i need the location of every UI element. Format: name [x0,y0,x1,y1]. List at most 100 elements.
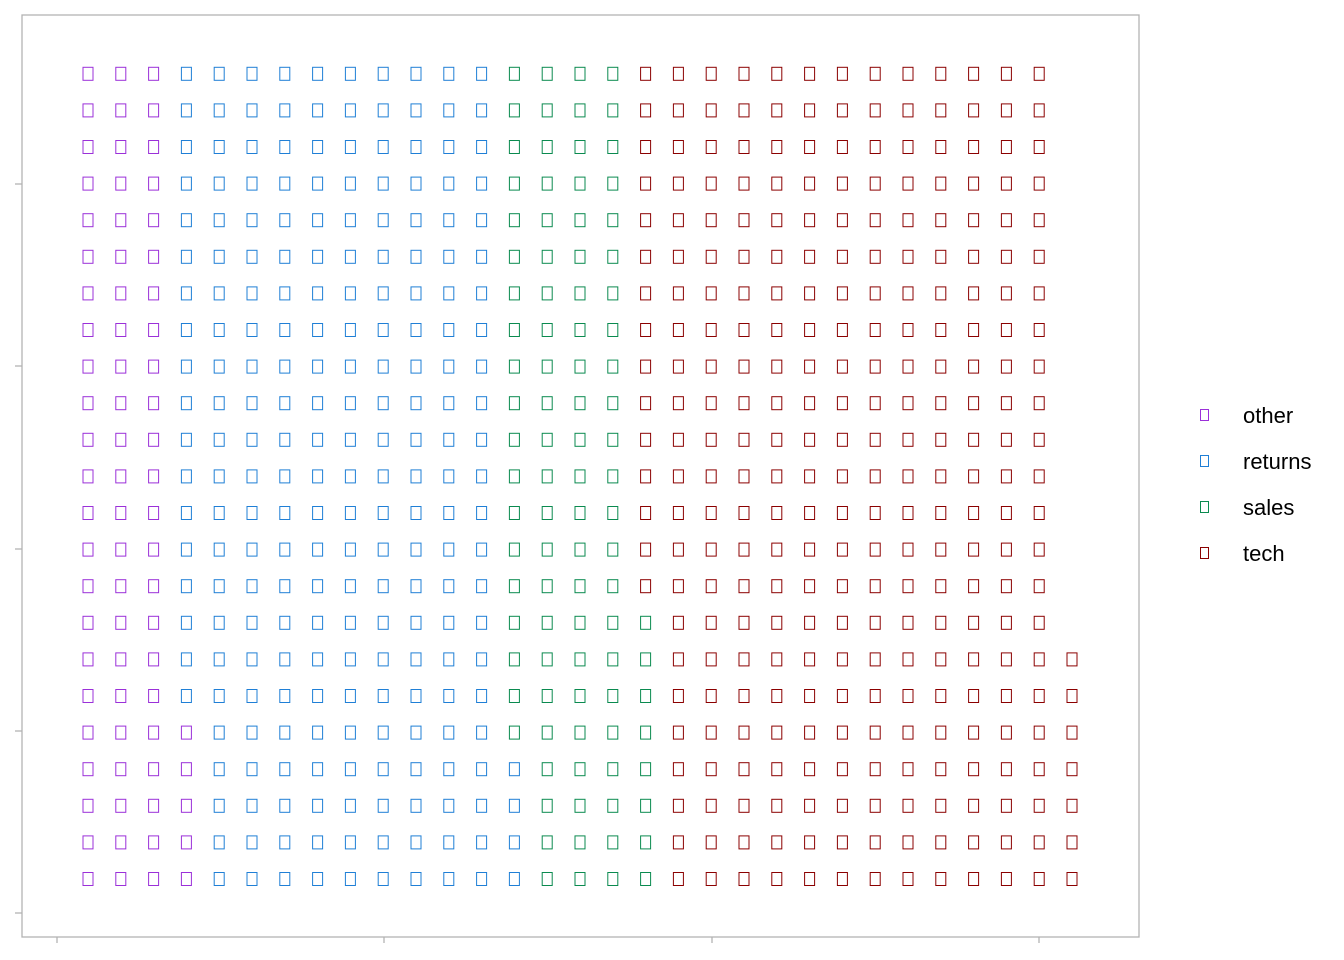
waffle-cell-returns [443,579,455,594]
waffle-cell-returns [443,652,455,667]
waffle-cell-tech [771,542,783,557]
waffle-cell-tech [836,432,848,447]
waffle-cell-returns [377,249,389,264]
waffle-cell-other [115,872,127,886]
waffle-cell-tech [836,872,848,886]
waffle-cell-sales [607,176,619,191]
waffle-cell-sales [508,140,520,154]
waffle-cell-tech [1033,176,1045,191]
waffle-cell-returns [312,213,324,228]
waffle-cell-tech [804,872,816,886]
waffle-cell-sales [640,689,652,703]
waffle-cell-returns [344,872,356,886]
waffle-cell-tech [902,579,914,594]
waffle-cell-tech [968,140,980,154]
waffle-cell-returns [410,506,422,520]
waffle-cell-other [115,542,127,557]
waffle-cell-tech [771,286,783,301]
waffle-cell-tech [738,66,750,81]
waffle-cell-sales [541,762,553,777]
waffle-cell-tech [869,798,881,813]
waffle-cell-sales [508,176,520,191]
waffle-cell-tech [804,469,816,484]
waffle-cell-sales [607,359,619,374]
waffle-cell-tech [968,725,980,740]
waffle-cell-returns [410,140,422,154]
waffle-cell-returns [213,689,225,703]
waffle-cell-sales [574,432,586,447]
waffle-cell-returns [377,615,389,630]
waffle-cell-other [82,506,94,520]
waffle-cell-other [148,872,160,886]
waffle-cell-returns [410,249,422,264]
waffle-cell-tech [902,103,914,118]
waffle-cell-tech [935,689,947,703]
waffle-cell-other [82,725,94,740]
waffle-cell-tech [705,359,717,374]
waffle-cell-returns [377,323,389,337]
waffle-cell-tech [705,469,717,484]
waffle-cell-other [82,615,94,630]
waffle-cell-sales [640,652,652,667]
waffle-cell-other [148,835,160,850]
waffle-cell-tech [738,396,750,411]
waffle-cell-tech [1033,432,1045,447]
waffle-cell-tech [771,103,783,118]
waffle-cell-tech [804,689,816,703]
waffle-cell-other [148,140,160,154]
waffle-cell-tech [968,432,980,447]
waffle-cell-tech [935,359,947,374]
waffle-cell-returns [180,249,192,264]
waffle-cell-tech [902,542,914,557]
waffle-cell-tech [1066,652,1078,667]
waffle-cell-tech [804,249,816,264]
waffle-cell-returns [312,506,324,520]
waffle-cell-tech [1033,140,1045,154]
waffle-cell-other [82,469,94,484]
waffle-cell-tech [836,542,848,557]
waffle-cell-tech [935,396,947,411]
waffle-cell-returns [476,176,488,191]
waffle-cell-returns [213,652,225,667]
waffle-cell-sales [607,396,619,411]
waffle-cell-tech [1033,542,1045,557]
waffle-cell-other [148,579,160,594]
waffle-cell-sales [541,213,553,228]
waffle-cell-tech [968,615,980,630]
waffle-cell-tech [738,725,750,740]
waffle-cell-tech [902,798,914,813]
waffle-cell-sales [541,396,553,411]
waffle-cell-sales [541,835,553,850]
waffle-cell-tech [1033,689,1045,703]
waffle-cell-returns [279,615,291,630]
waffle-cell-tech [869,506,881,520]
waffle-cell-tech [804,798,816,813]
waffle-cell-returns [443,66,455,81]
waffle-cell-other [148,176,160,191]
waffle-cell-tech [672,286,684,301]
waffle-cell-sales [574,615,586,630]
waffle-cell-tech [771,506,783,520]
waffle-cell-tech [1033,103,1045,118]
waffle-cell-tech [705,542,717,557]
waffle-cell-tech [640,66,652,81]
waffle-cell-returns [246,176,258,191]
waffle-cell-sales [574,652,586,667]
waffle-cell-sales [574,725,586,740]
waffle-cell-returns [443,213,455,228]
waffle-cell-tech [771,798,783,813]
waffle-cell-tech [836,213,848,228]
waffle-cell-sales [508,103,520,118]
waffle-cell-tech [705,323,717,337]
waffle-cell-sales [574,469,586,484]
waffle-cell-tech [836,66,848,81]
waffle-cell-returns [344,835,356,850]
waffle-cell-returns [180,359,192,374]
waffle-cell-returns [312,469,324,484]
waffle-cell-tech [902,652,914,667]
waffle-cell-returns [344,323,356,337]
waffle-cell-returns [443,798,455,813]
waffle-cell-other [148,798,160,813]
waffle-cell-sales [607,506,619,520]
waffle-cell-returns [180,652,192,667]
